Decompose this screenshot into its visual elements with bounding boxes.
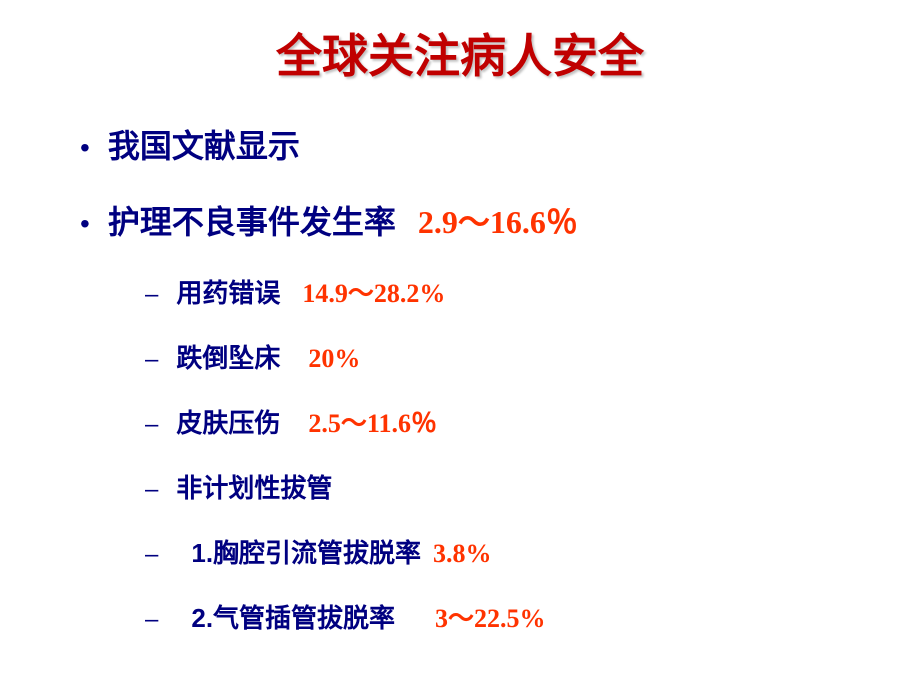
bullet-level2-item: – 2.气管插管拔脱率 3～22.5%	[145, 598, 870, 635]
bullet-value: 2.9～16.6％	[418, 197, 578, 243]
bullet-text: 护理不良事件发生率	[108, 197, 396, 243]
bullet-dash-icon: –	[145, 606, 158, 634]
bullet-level2-item: – 用药错误 14.9～28.2%	[145, 273, 870, 310]
slide-container: 全球关注病人安全 • 我国文献显示 • 护理不良事件发生率 2.9～16.6％ …	[0, 0, 920, 690]
bullet-text: 皮肤压伤	[176, 403, 280, 440]
bullet-level2-item: – 1.胸腔引流管拔脱率 3.8%	[145, 533, 870, 570]
bullet-value: 3～22.5%	[435, 598, 546, 635]
bullet-text: 非计划性拔管	[176, 468, 332, 505]
bullet-text: 我国文献显示	[108, 121, 300, 167]
bullet-level1-item: • 我国文献显示	[80, 121, 870, 167]
bullet-text: 跌倒坠床	[176, 338, 280, 375]
bullet-dash-icon: –	[145, 541, 158, 569]
bullet-text: 2.气管插管拔脱率	[191, 598, 395, 635]
bullet-value: 20%	[308, 344, 360, 374]
bullet-level2-item: – 跌倒坠床 20%	[145, 338, 870, 375]
bullet-level1-item: • 护理不良事件发生率 2.9～16.6％	[80, 197, 870, 243]
bullet-value: 14.9～28.2%	[302, 273, 445, 310]
bullet-level2-item: – 非计划性拔管	[145, 468, 870, 505]
bullet-value: 2.5～11.6％	[308, 403, 437, 440]
bullet-dot-icon: •	[80, 132, 90, 164]
bullet-level2-item: – 皮肤压伤 2.5～11.6％	[145, 403, 870, 440]
bullet-dot-icon: •	[80, 208, 90, 240]
bullet-dash-icon: –	[145, 411, 158, 439]
bullet-dash-icon: –	[145, 281, 158, 309]
bullet-text: 用药错误	[176, 273, 280, 310]
bullet-value: 3.8%	[433, 539, 492, 569]
bullet-dash-icon: –	[145, 346, 158, 374]
slide-title: 全球关注病人安全	[50, 20, 870, 86]
bullet-text: 1.胸腔引流管拔脱率	[191, 533, 421, 570]
bullet-dash-icon: –	[145, 476, 158, 504]
